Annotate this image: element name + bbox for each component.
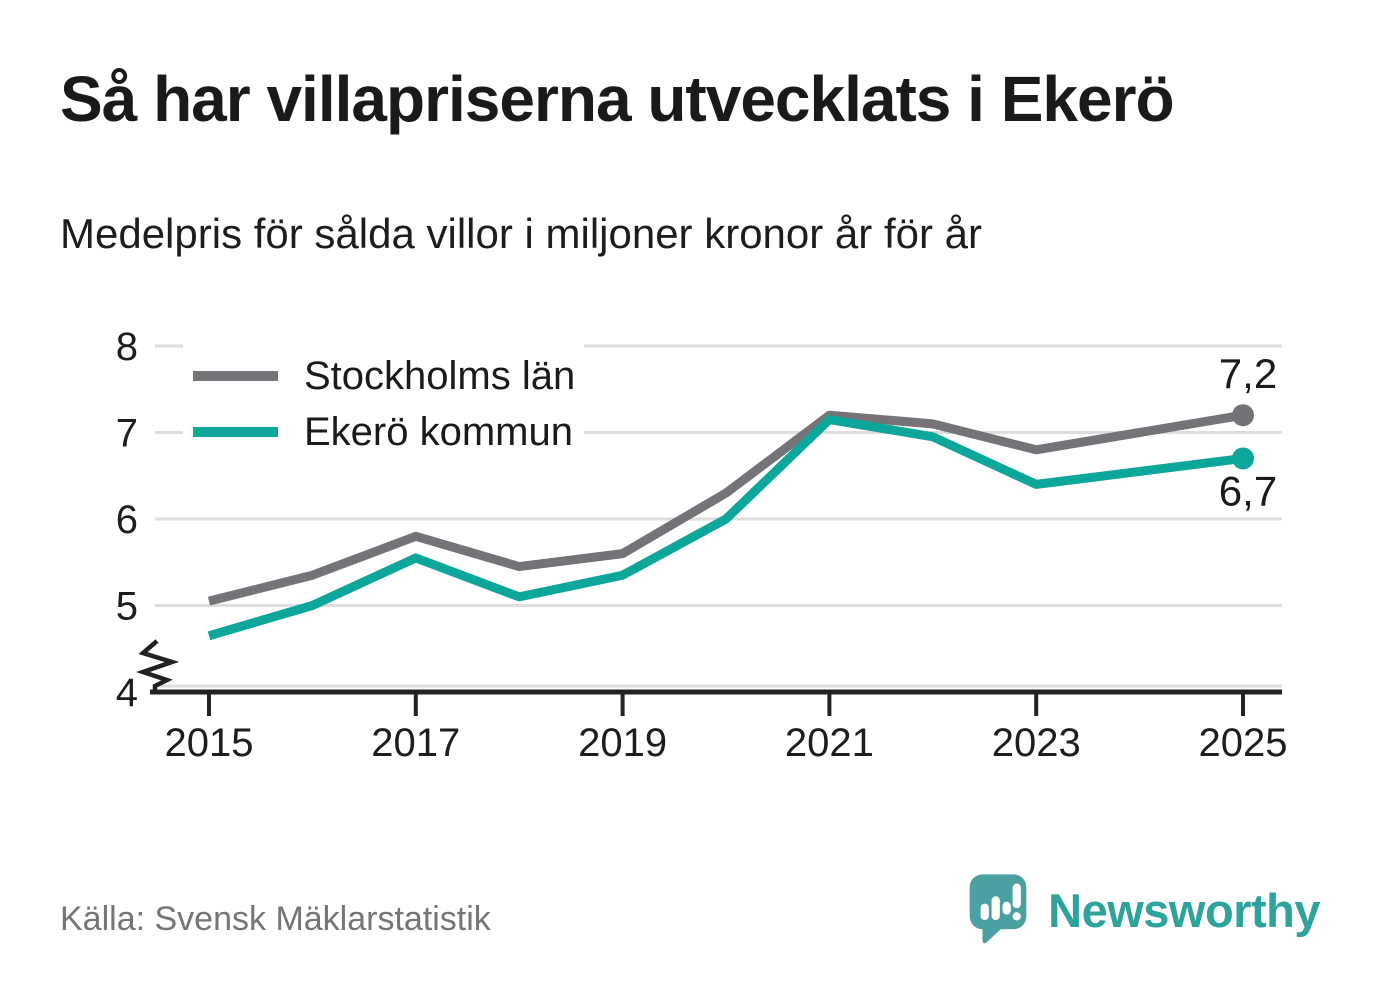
- series-end-dot-1: [1232, 447, 1254, 470]
- newsworthy-logo: Newsworthy: [966, 872, 1320, 948]
- logo-exclamation-dot: [1012, 912, 1022, 921]
- y-axis-tick-label: 4: [116, 671, 138, 715]
- y-axis-tick-label: 7: [116, 412, 138, 456]
- series-end-value-label-1: 6,7: [1219, 467, 1277, 514]
- chart-subtitle: Medelpris för sålda villor i miljoner kr…: [60, 210, 982, 257]
- x-axis-tick-label: 2015: [165, 721, 254, 765]
- legend-item-stockholms-lan: Stockholms län: [183, 353, 584, 398]
- logo-exclamation-bar: [1012, 883, 1022, 909]
- series-end-value-label-0: 7,2: [1219, 350, 1277, 397]
- logo-bar-3: [1002, 901, 1011, 915]
- chart-title: Så har villapriserna utvecklats i Ekerö: [60, 63, 1175, 135]
- legend-item-ekero-kommun: Ekerö kommun: [183, 409, 584, 454]
- x-axis-tick-label: 2023: [992, 721, 1081, 765]
- x-axis-tick-label: 2025: [1199, 721, 1288, 765]
- legend-swatch-1: [193, 427, 278, 437]
- chart-legend: Stockholms län Ekerö kommun: [183, 338, 584, 470]
- y-axis-tick-label: 6: [116, 498, 138, 542]
- series-end-dot-0: [1232, 404, 1254, 427]
- legend-swatch-0: [193, 371, 278, 381]
- x-axis-tick-label: 2021: [785, 721, 874, 765]
- series-line-0: [207, 410, 1244, 606]
- source-note: Källa: Svensk Mäklarstatistik: [60, 900, 491, 938]
- y-axis-tick-label: 8: [116, 325, 138, 369]
- x-axis-tick-label: 2017: [371, 721, 460, 765]
- newsworthy-speech-bubble-icon: [969, 874, 1027, 944]
- logo-bar-2: [991, 896, 1000, 921]
- x-axis-tick-label: 2019: [578, 721, 667, 765]
- y-axis-tick-label: 5: [116, 585, 138, 629]
- logo-bar-1: [980, 903, 990, 921]
- legend-label: Stockholms län: [304, 353, 576, 398]
- newsworthy-logo-text: Newsworthy: [1048, 883, 1320, 937]
- y-axis-break-zigzag: [135, 639, 180, 694]
- legend-label: Ekerö kommun: [304, 409, 573, 454]
- series-line-1: [207, 415, 1244, 641]
